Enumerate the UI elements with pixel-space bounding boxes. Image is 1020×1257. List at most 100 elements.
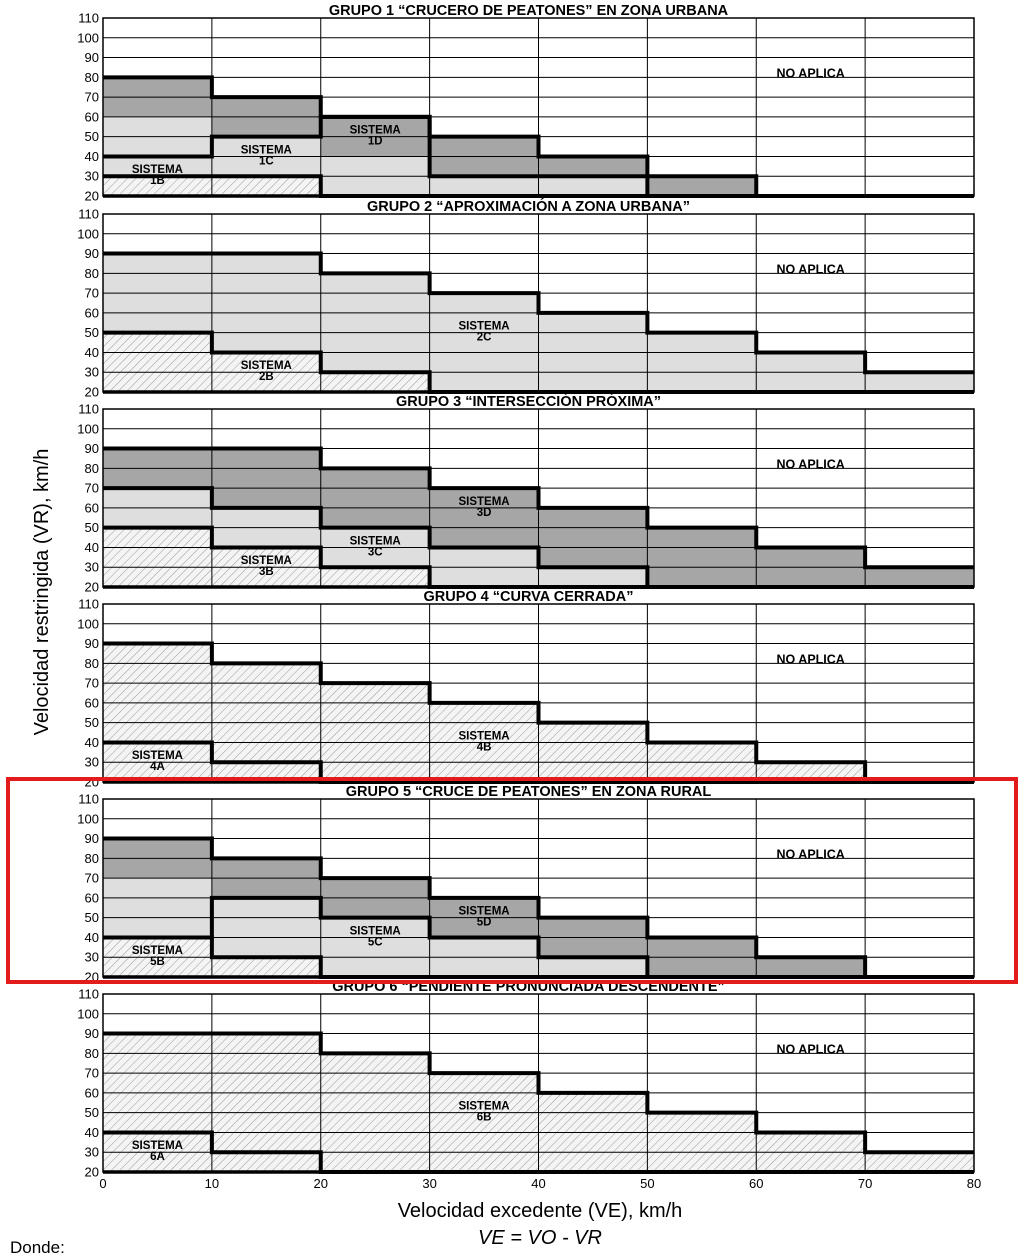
formula-label: VE = VO - VR (478, 1227, 602, 1249)
system-label-id: 4A (150, 761, 165, 773)
band-cell (538, 567, 648, 587)
system-label-id: 3B (259, 566, 274, 578)
y-tick-label: 50 (85, 1105, 99, 1120)
system-label-name: SISTEMA (241, 555, 292, 567)
panel-2: 20 30 40 50 60 70 80 90 100 110 GRUPO 2 “APROXIMAC… (77, 197, 975, 400)
band-cell (647, 176, 757, 196)
panel-title: GRUPO 3 “INTERSECCIÓN PRÓXIMA” (396, 392, 661, 410)
x-tick-label: 50 (640, 1176, 654, 1191)
system-label-name: SISTEMA (350, 535, 401, 547)
panel-3: 20 30 40 50 60 70 80 90 100 110 GRUPO 3 “INTERSECC… (77, 392, 975, 595)
system-label-id: 6A (150, 1151, 165, 1163)
y-tick-label: 100 (77, 421, 99, 436)
y-tick-label: 80 (85, 851, 99, 866)
panel-4: 20 30 40 50 60 70 80 90 100 110 GRUPO 4 “CURVA CER… (77, 589, 975, 790)
band-cell (103, 643, 212, 782)
band-cell (756, 957, 866, 977)
chart-panels: 20 30 40 50 60 70 80 90 100 110 GRUPO 1 “CRUCERO D… (77, 3, 975, 1180)
y-tick-label: 70 (85, 676, 99, 691)
y-tick-label: 70 (85, 90, 99, 105)
band-cell (865, 567, 974, 587)
system-label-id: 3C (368, 546, 383, 558)
y-axis-label: Velocidad restringida (VR), km/h (31, 449, 53, 736)
system-label-name: SISTEMA (132, 1140, 183, 1152)
y-tick-label: 30 (85, 1145, 99, 1160)
y-tick-label: 80 (85, 70, 99, 85)
y-tick-label: 110 (78, 987, 99, 1002)
system-label-id: 1D (368, 136, 383, 148)
y-tick-label: 30 (85, 950, 99, 965)
system-label-id: 4B (477, 741, 492, 753)
y-tick-label: 100 (77, 1006, 99, 1021)
y-tick-label: 90 (85, 831, 99, 846)
band-cell (647, 527, 757, 587)
y-tick-label: 20 (85, 1165, 99, 1180)
system-label-name: SISTEMA (132, 945, 183, 957)
y-tick-label: 20 (85, 189, 99, 204)
y-tick-label: 40 (85, 1125, 99, 1140)
system-label-name: SISTEMA (132, 164, 183, 176)
y-tick-label: 60 (85, 890, 99, 905)
y-tick-label: 60 (85, 1085, 99, 1100)
y-tick-label: 20 (85, 775, 99, 790)
band-cell (865, 1152, 974, 1172)
x-tick-label: 80 (967, 1176, 981, 1191)
system-label-id: 1B (150, 175, 165, 187)
system-label-name: SISTEMA (241, 360, 292, 372)
y-tick-label: 110 (78, 792, 99, 807)
system-label-name: SISTEMA (459, 1101, 510, 1113)
system-label-name: SISTEMA (241, 144, 292, 156)
y-tick-label: 100 (77, 811, 99, 826)
band-cell (320, 917, 430, 977)
y-tick-label: 110 (78, 597, 99, 612)
y-tick-label: 50 (85, 715, 99, 730)
x-tick-label: 30 (422, 1176, 436, 1191)
band-cell (211, 1033, 321, 1172)
y-tick-label: 40 (85, 345, 99, 360)
band-cell (429, 176, 539, 196)
y-tick-label: 30 (85, 169, 99, 184)
system-label-name: SISTEMA (459, 906, 510, 918)
system-label-name: SISTEMA (459, 730, 510, 742)
panel-title: GRUPO 1 “CRUCERO DE PEATONES” EN ZONA UR… (329, 3, 729, 19)
y-tick-label: 90 (85, 441, 99, 456)
system-label-name: SISTEMA (459, 496, 510, 508)
band-cell (647, 1112, 757, 1172)
no-aplica-label: NO APLICA (777, 66, 845, 80)
system-boundary-line (103, 75, 974, 198)
y-tick-label: 40 (85, 540, 99, 555)
system-label-name: SISTEMA (132, 750, 183, 762)
band-cell (103, 176, 212, 196)
y-tick-label: 60 (85, 500, 99, 515)
system-label-id: 3D (477, 507, 492, 519)
highlight-box (6, 777, 1018, 984)
x-tick-label: 60 (749, 1176, 763, 1191)
band-cell (103, 527, 212, 587)
panel-title: GRUPO 4 “CURVA CERRADA” (423, 589, 633, 605)
system-label-name: SISTEMA (350, 925, 401, 937)
band-cell (320, 372, 430, 392)
no-aplica-label: NO APLICA (777, 1042, 845, 1056)
system-boundary-line (103, 1031, 974, 1155)
y-tick-label: 60 (85, 109, 99, 124)
y-tick-label: 90 (85, 1026, 99, 1041)
y-tick-label: 70 (85, 871, 99, 886)
band-cell (647, 332, 757, 392)
y-tick-label: 50 (85, 325, 99, 340)
no-aplica-label: NO APLICA (777, 457, 845, 471)
panel-title: GRUPO 5 “CRUCE DE PEATONES” EN ZONA RURA… (346, 784, 712, 800)
y-tick-label: 100 (77, 616, 99, 631)
no-aplica-label: NO APLICA (777, 652, 845, 666)
system-label-name: SISTEMA (350, 125, 401, 137)
y-tick-label: 40 (85, 149, 99, 164)
band-cell (211, 957, 321, 977)
y-tick-label: 60 (85, 695, 99, 710)
footer-text: Donde: (10, 1238, 65, 1257)
x-axis: 0 10 20 30 40 50 60 70 80 (99, 1176, 981, 1191)
system-label-id: 5C (368, 936, 383, 948)
band-cell (320, 683, 430, 782)
y-tick-label: 30 (85, 755, 99, 770)
y-tick-label: 20 (85, 580, 99, 595)
system-label-id: 1C (259, 155, 274, 167)
